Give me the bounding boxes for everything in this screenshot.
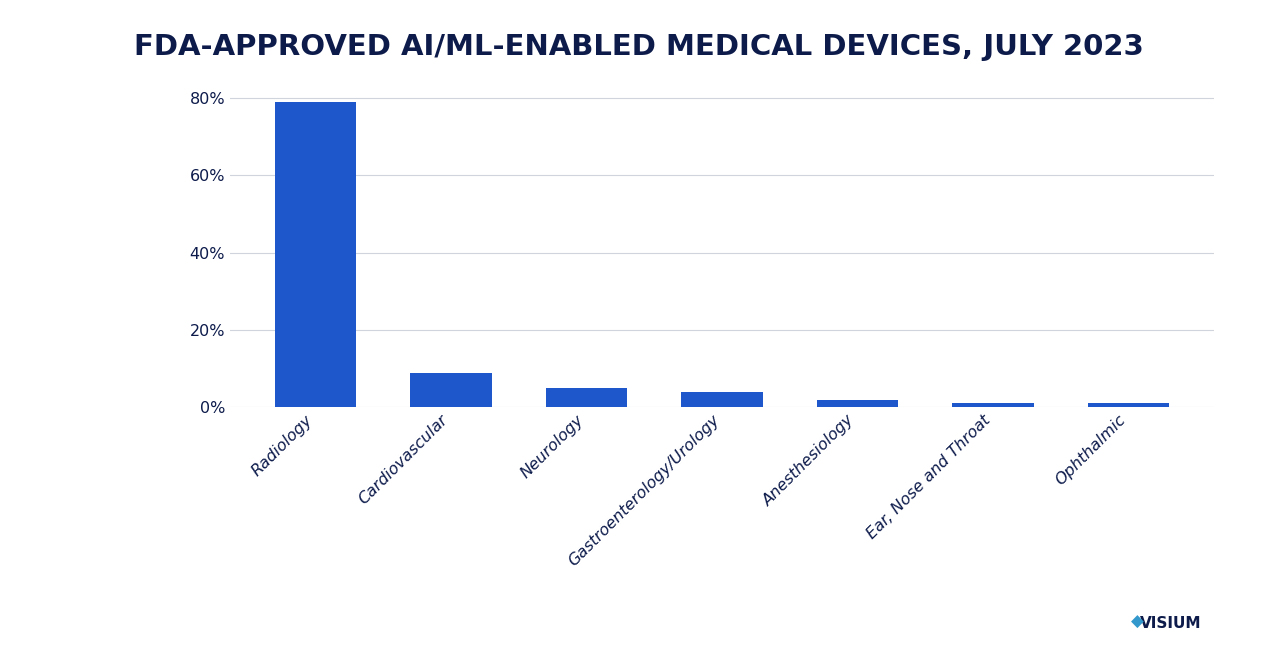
Bar xyxy=(817,399,898,407)
Bar xyxy=(275,102,357,407)
Bar xyxy=(952,403,1034,407)
Bar xyxy=(546,388,627,407)
Text: FDA-APPROVED AI/ML-ENABLED MEDICAL DEVICES, JULY 2023: FDA-APPROVED AI/ML-ENABLED MEDICAL DEVIC… xyxy=(134,33,1144,61)
Bar xyxy=(1088,403,1169,407)
Bar xyxy=(681,392,763,407)
Bar xyxy=(410,373,492,407)
Text: VISIUM: VISIUM xyxy=(1140,616,1201,631)
Text: ◆: ◆ xyxy=(1131,613,1144,631)
